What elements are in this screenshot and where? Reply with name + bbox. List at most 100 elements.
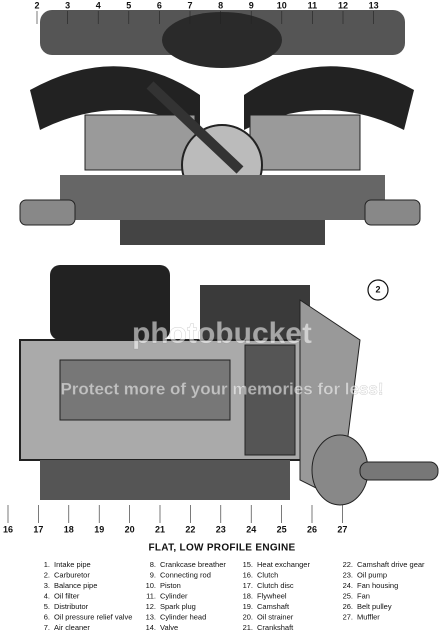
figure-number: 2 <box>375 284 380 294</box>
legend-number: 27. <box>343 612 353 621</box>
legend-number: 16. <box>243 570 253 579</box>
legend-label: Valve <box>160 623 178 632</box>
callout-top: 4 <box>96 0 101 10</box>
left-duct <box>30 66 200 130</box>
legend-label: Clutch disc <box>257 581 294 590</box>
sump-side <box>40 460 290 500</box>
legend-number: 13. <box>146 612 156 621</box>
legend-number: 6. <box>44 612 50 621</box>
legend-label: Belt pulley <box>357 602 392 611</box>
right-muffler <box>364 199 421 226</box>
legend-number: 23. <box>343 570 353 579</box>
callout-bottom: 16 <box>3 524 13 534</box>
legend-number: 11. <box>146 591 156 600</box>
callout-top: 3 <box>65 0 70 10</box>
legend-number: 4. <box>44 591 50 600</box>
callout-bottom: 21 <box>155 524 165 534</box>
right-duct <box>244 66 414 130</box>
legend-label: Air cleaner <box>54 623 90 632</box>
legend-number: 2. <box>44 570 50 579</box>
legend-label: Fan housing <box>357 581 398 590</box>
callout-bottom: 20 <box>125 524 135 534</box>
right-cylinders <box>249 114 361 171</box>
legend-label: Crankshaft <box>257 623 294 632</box>
tailpipe <box>359 461 439 481</box>
legend-label: Piston <box>160 581 181 590</box>
title: FLAT, LOW PROFILE ENGINE <box>148 543 295 554</box>
distributor <box>146 81 244 174</box>
oil-sump <box>120 220 325 245</box>
callout-bottom: 24 <box>246 524 256 534</box>
callout-bottom: 27 <box>337 524 347 534</box>
legend-label: Connecting rod <box>160 570 211 579</box>
legend-label: Spark plug <box>160 602 196 611</box>
callout-bottom: 17 <box>33 524 43 534</box>
legend-label: Flywheel <box>257 591 287 600</box>
legend-label: Muffler <box>357 612 380 621</box>
legend-label: Camshaft <box>257 602 290 611</box>
legend-label: Oil pump <box>357 570 387 579</box>
legend-label: Distributor <box>54 602 89 611</box>
engine-top-view <box>19 10 421 245</box>
crankshaft <box>59 359 231 421</box>
legend-number: 14. <box>146 623 156 632</box>
legend-label: Carburetor <box>54 570 90 579</box>
legend-number: 3. <box>44 581 50 590</box>
callout-top: 7 <box>187 0 192 10</box>
left-cylinders <box>84 114 196 171</box>
callout-bottom: 22 <box>185 524 195 534</box>
watermark-slogan: Protect more of your memories for less! <box>60 379 383 398</box>
callout-top: 10 <box>277 0 287 10</box>
legend-label: Cylinder head <box>160 612 206 621</box>
watermark-brand: photobucket <box>132 317 312 350</box>
fan-housing-side <box>200 285 310 345</box>
heat-exchangers <box>60 175 385 220</box>
left-muffler <box>19 199 76 226</box>
callout-bottom: 19 <box>94 524 104 534</box>
callout-top: 13 <box>369 0 379 10</box>
figure-number-circle <box>367 279 389 301</box>
callout-top: 9 <box>249 0 254 10</box>
legend-number: 18. <box>243 591 253 600</box>
callout-top: 5 <box>126 0 131 10</box>
legend-number: 21. <box>243 623 253 632</box>
legend-label: Camshaft drive gear <box>357 560 425 569</box>
callout-bottom: 18 <box>64 524 74 534</box>
legend-number: 10. <box>146 581 156 590</box>
legend-label: Clutch <box>257 570 278 579</box>
callout-top: 11 <box>308 0 318 10</box>
legend-label: Crankcase breather <box>160 560 226 569</box>
legend-number: 7. <box>44 623 50 632</box>
legend-number: 17. <box>243 581 253 590</box>
callout-top: 8 <box>218 0 223 10</box>
legend-number: 22. <box>343 560 353 569</box>
legend-label: Cylinder <box>160 591 188 600</box>
air-cleaner <box>162 12 282 68</box>
callout-bottom: 26 <box>307 524 317 534</box>
callout-top: 2 <box>34 0 39 10</box>
legend-number: 19. <box>243 602 253 611</box>
callout-bottom: 23 <box>216 524 226 534</box>
legend-label: Oil pressure relief valve <box>54 612 132 621</box>
legend-number: 1. <box>44 560 50 569</box>
legend-label: Heat exchanger <box>257 560 310 569</box>
callout-bottom: 25 <box>277 524 287 534</box>
legend-number: 9. <box>150 570 156 579</box>
legend-label: Intake pipe <box>54 560 91 569</box>
legend-label: Balance pipe <box>54 581 97 590</box>
air-cleaner-side <box>50 265 170 340</box>
legend-label: Oil strainer <box>257 612 294 621</box>
legend-number: 12. <box>146 602 156 611</box>
legend-number: 26. <box>343 602 353 611</box>
legend-number: 24. <box>343 581 353 590</box>
legend-number: 5. <box>44 602 50 611</box>
legend-number: 25. <box>343 591 353 600</box>
engine-side-view <box>19 265 439 506</box>
legend-number: 20. <box>243 612 253 621</box>
legend-number: 8. <box>150 560 156 569</box>
callout-top: 12 <box>338 0 348 10</box>
legend-number: 15. <box>243 560 253 569</box>
legend-label: Fan <box>357 591 370 600</box>
callout-top: 6 <box>157 0 162 10</box>
